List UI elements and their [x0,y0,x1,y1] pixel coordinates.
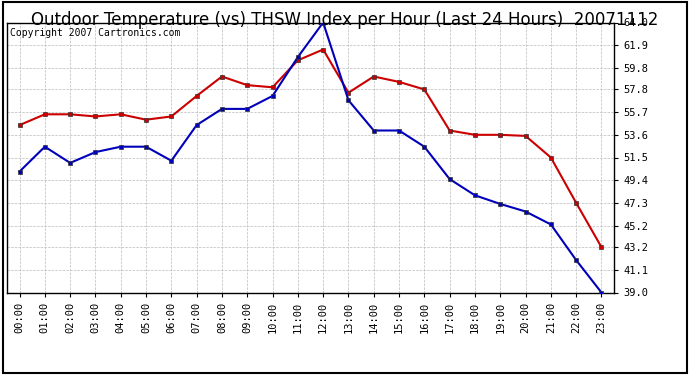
Text: Copyright 2007 Cartronics.com: Copyright 2007 Cartronics.com [10,28,180,38]
Text: Outdoor Temperature (vs) THSW Index per Hour (Last 24 Hours)  20071112: Outdoor Temperature (vs) THSW Index per … [31,11,659,29]
